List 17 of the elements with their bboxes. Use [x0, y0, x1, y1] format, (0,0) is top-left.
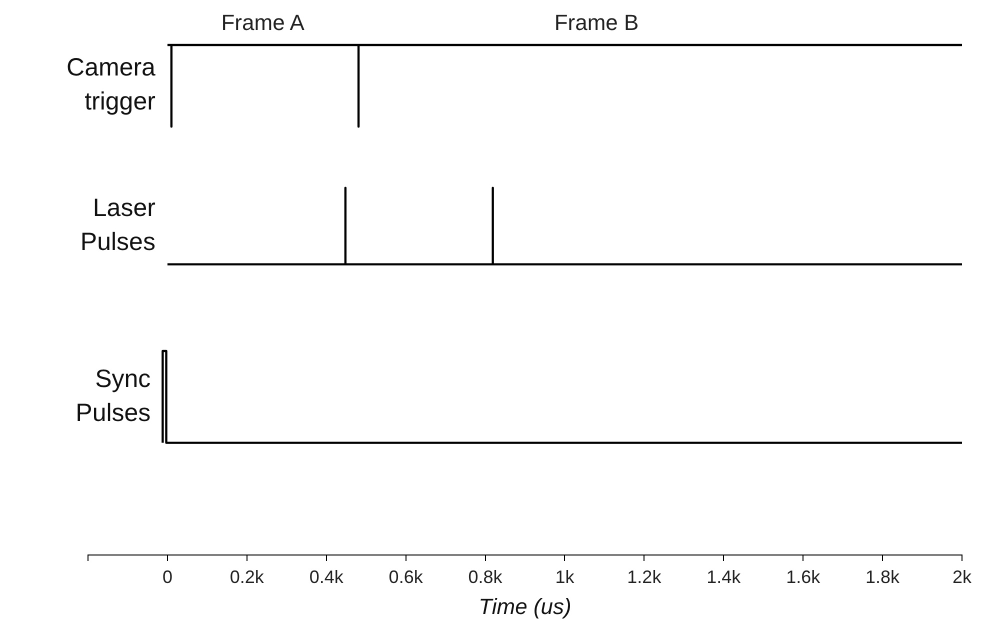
x-tick-label: 1.6k [786, 566, 822, 587]
x-tick-label: 0.4k [309, 566, 344, 587]
series-label: Camera trigger [66, 54, 156, 116]
x-tick-label: 0.2k [230, 566, 265, 587]
annotation: Frame B [554, 10, 639, 36]
x-tick-label: 1.2k [627, 566, 662, 587]
x-tick-label: 0.8k [468, 566, 504, 587]
x-tick-label: 2k [952, 566, 973, 587]
annotation: Frame A [221, 10, 305, 36]
x-tick-label: 0 [162, 566, 172, 587]
x-axis-title: Time (us) [478, 594, 572, 619]
x-tick-label: 1.4k [706, 566, 742, 587]
x-tick-label: 0.6k [388, 566, 424, 587]
x-tick-label: 1.8k [866, 566, 901, 587]
series-label: Sync Pulses [76, 364, 151, 427]
series-label: Laser Pulses [80, 194, 156, 256]
x-tick-label: 1k [555, 566, 576, 587]
